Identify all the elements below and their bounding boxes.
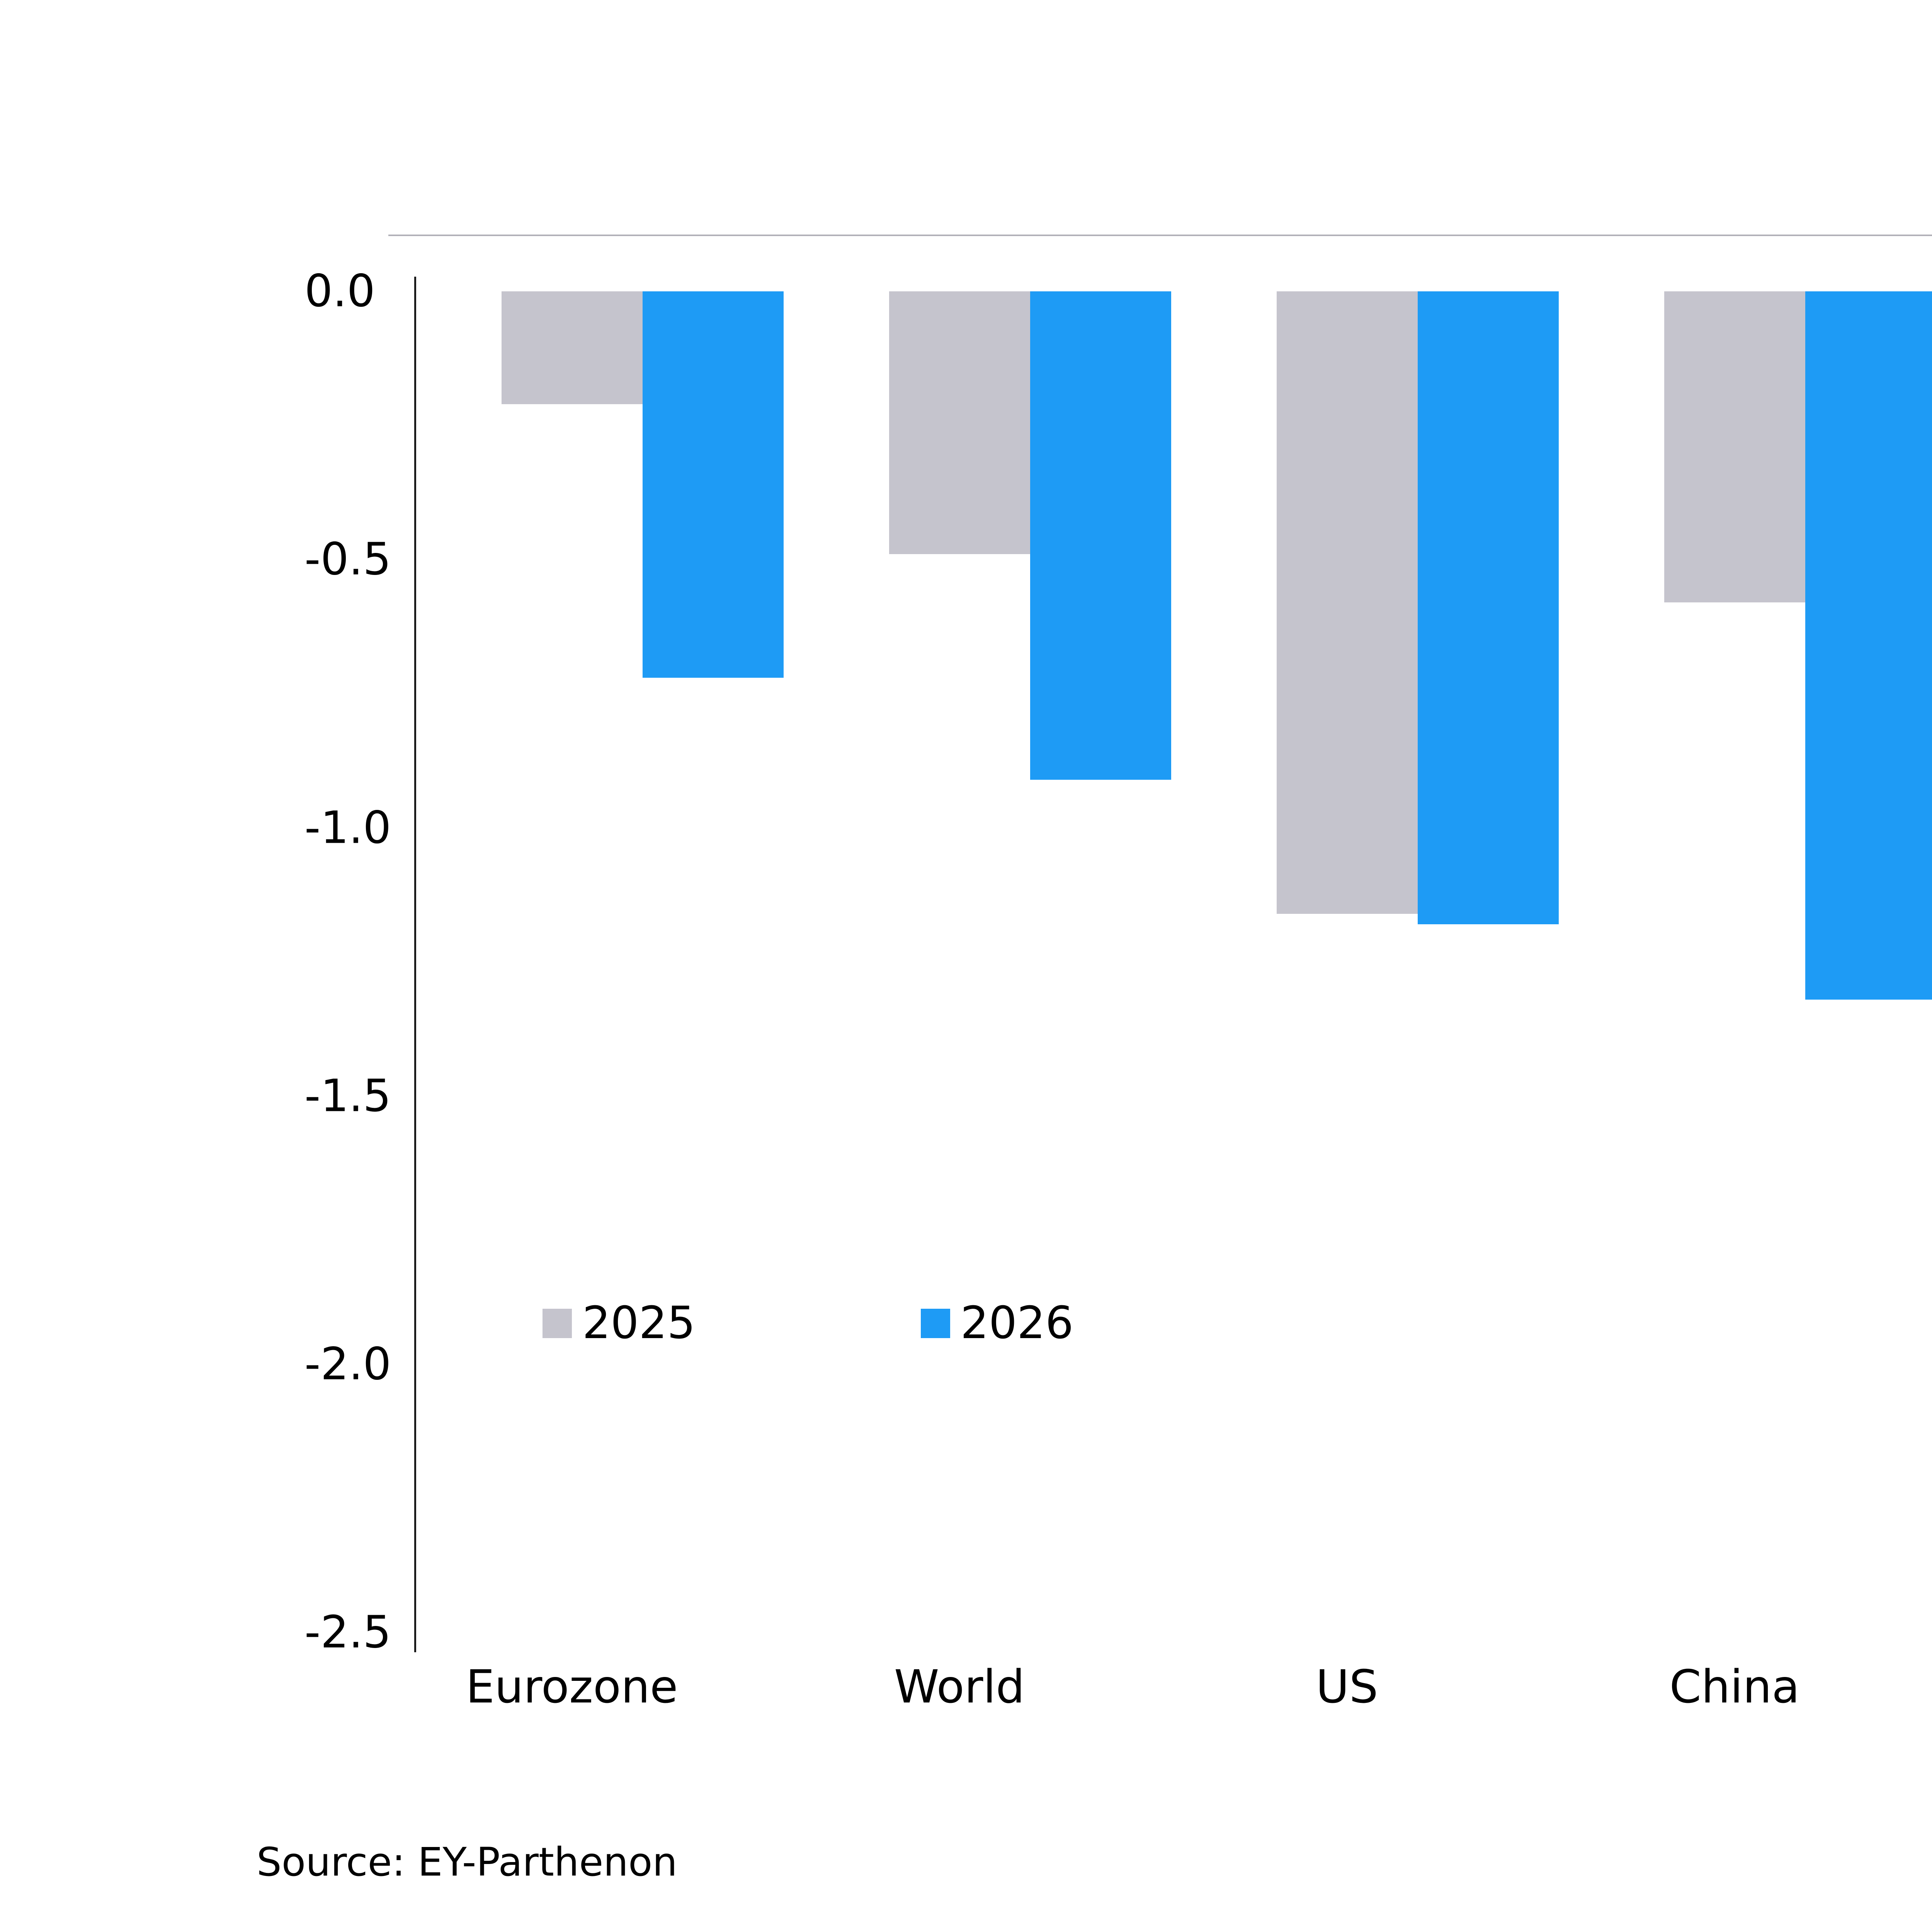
legend-swatch-2025: [543, 1308, 572, 1338]
legend-item-2025: 2025: [543, 1301, 696, 1345]
x-label-us: US: [1316, 1660, 1378, 1713]
top-border-line: [388, 235, 1932, 236]
x-label-eurozone: Eurozone: [466, 1660, 678, 1713]
legend: 2025 2026: [543, 1301, 1073, 1345]
bar-2026-eurozone: [643, 291, 784, 678]
bar-2026-world: [1030, 291, 1171, 780]
legend-item-2026: 2026: [920, 1297, 1074, 1349]
bar-2026-china: [1805, 291, 1932, 1000]
source-text: Source: EY-Parthenon: [257, 1839, 678, 1885]
legend-label-2025: 2025: [582, 1297, 696, 1349]
y-tick-label--2.0: -2.0: [304, 1338, 391, 1390]
x-label-china: China: [1669, 1660, 1800, 1713]
y-tick-label-0.0: 0.0: [304, 265, 375, 317]
x-label-world: World: [894, 1660, 1025, 1713]
y-tick-label--0.5: -0.5: [304, 533, 391, 585]
bar-2025-eurozone: [502, 291, 643, 404]
bar-2025-world: [889, 291, 1030, 554]
y-tick-label--1.0: -1.0: [304, 802, 391, 854]
legend-label-2026: 2026: [960, 1297, 1074, 1349]
y-tick-label--1.5: -1.5: [304, 1070, 391, 1122]
y-tick-label--2.5: -2.5: [304, 1606, 391, 1658]
legend-swatch-2026: [920, 1308, 950, 1338]
bar-2025-us: [1277, 291, 1418, 914]
y-axis-line: [414, 277, 416, 1652]
bar-2026-us: [1418, 291, 1559, 924]
bar-2025-china: [1664, 291, 1805, 602]
